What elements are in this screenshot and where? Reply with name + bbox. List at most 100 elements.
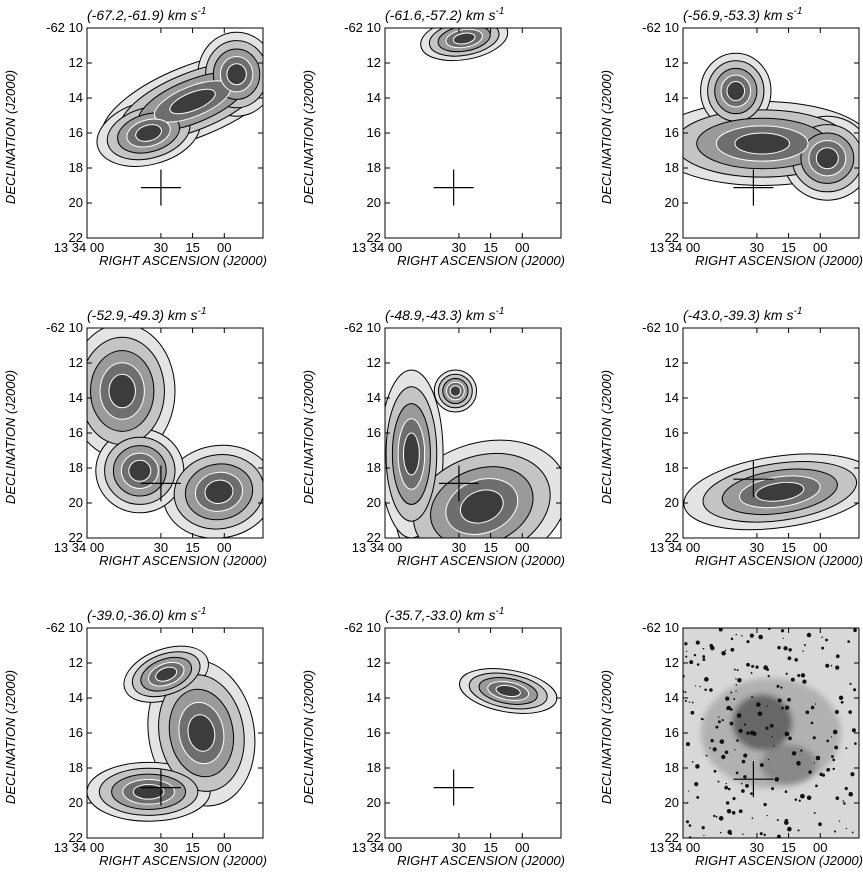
- y-tick-label: 16: [69, 425, 83, 440]
- x-tick-label: 30: [750, 840, 764, 855]
- y-tick-label: -62 10: [46, 620, 83, 635]
- y-axis-label: DECLINATION (J2000): [301, 70, 316, 204]
- x-tick-label: 30: [750, 240, 764, 255]
- y-tick-label: 14: [367, 390, 381, 405]
- y-tick-label: -62 10: [46, 20, 83, 35]
- y-tick-label: 16: [367, 725, 381, 740]
- y-tick-label: 12: [665, 355, 679, 370]
- x-axis-label: RIGHT ASCENSION (J2000): [397, 253, 565, 268]
- y-tick-label: 16: [665, 125, 679, 140]
- y-tick-label: 12: [665, 655, 679, 670]
- y-tick-label: 20: [665, 195, 679, 210]
- y-tick-label: 12: [665, 55, 679, 70]
- x-tick-label: 13 34 00: [650, 540, 701, 555]
- emission-map: [683, 453, 859, 531]
- y-axis-label: DECLINATION (J2000): [301, 670, 316, 804]
- y-tick-label: 12: [367, 55, 381, 70]
- y-tick-label: 22: [69, 830, 83, 845]
- y-tick-label: 12: [367, 655, 381, 670]
- y-axis-label: DECLINATION (J2000): [3, 670, 18, 804]
- x-tick-label: 15: [185, 840, 199, 855]
- y-tick-label: 16: [69, 125, 83, 140]
- unit-exponent: -1: [197, 6, 206, 17]
- y-axis-label: DECLINATION (J2000): [599, 670, 614, 804]
- y-tick-label: 22: [665, 830, 679, 845]
- emission-map: [385, 369, 561, 538]
- y-tick-label: 18: [367, 460, 381, 475]
- y-tick-label: 22: [367, 830, 381, 845]
- x-tick-label: 30: [154, 840, 168, 855]
- y-tick-label: 18: [665, 160, 679, 175]
- contour-level-5: [452, 32, 476, 45]
- x-tick-label: 15: [185, 540, 199, 555]
- x-tick-label: 13 34 00: [352, 840, 403, 855]
- x-axis-label: RIGHT ASCENSION (J2000): [695, 253, 863, 268]
- x-tick-label: 13 34 00: [650, 840, 701, 855]
- x-tick-label: 13 34 00: [54, 540, 105, 555]
- contour-level-5: [108, 373, 234, 504]
- emission-map: [683, 628, 859, 838]
- x-axis-label: RIGHT ASCENSION (J2000): [99, 253, 267, 268]
- y-tick-label: 16: [69, 725, 83, 740]
- panel-title: (-39.0,-36.0) km s-1: [87, 606, 206, 623]
- y-tick-label: 20: [367, 795, 381, 810]
- panel-title: (-35.7,-33.0) km s-1: [385, 606, 504, 623]
- x-tick-label: 15: [483, 540, 497, 555]
- x-tick-label: 00: [217, 840, 231, 855]
- unit-exponent: -1: [495, 306, 504, 317]
- x-tick-label: 13 34 00: [650, 240, 701, 255]
- y-tick-label: 14: [69, 690, 83, 705]
- y-tick-label: -62 10: [642, 620, 679, 635]
- y-tick-label: -62 10: [642, 20, 679, 35]
- contour-level-5: [755, 481, 805, 502]
- x-tick-label: 30: [750, 540, 764, 555]
- x-axis-label: RIGHT ASCENSION (J2000): [397, 553, 565, 568]
- x-tick-label: 13 34 00: [352, 240, 403, 255]
- y-tick-label: -62 10: [344, 20, 381, 35]
- y-tick-label: 22: [665, 230, 679, 245]
- y-tick-label: 22: [367, 230, 381, 245]
- x-tick-label: 13 34 00: [54, 240, 105, 255]
- x-tick-label: 15: [781, 540, 795, 555]
- y-tick-label: 20: [69, 495, 83, 510]
- y-tick-label: 16: [367, 425, 381, 440]
- y-tick-label: 22: [69, 530, 83, 545]
- y-tick-label: -62 10: [344, 320, 381, 335]
- y-tick-label: 22: [367, 530, 381, 545]
- x-tick-label: 00: [217, 540, 231, 555]
- y-tick-label: 16: [665, 425, 679, 440]
- y-tick-label: 14: [69, 90, 83, 105]
- y-tick-label: 18: [665, 760, 679, 775]
- x-tick-label: 00: [515, 840, 529, 855]
- emission-map: [96, 31, 263, 167]
- emission-map: [87, 645, 256, 822]
- y-tick-label: 20: [665, 495, 679, 510]
- x-tick-label: 15: [781, 840, 795, 855]
- x-axis-label: RIGHT ASCENSION (J2000): [397, 853, 565, 868]
- x-tick-label: 00: [813, 540, 827, 555]
- y-tick-label: 14: [367, 90, 381, 105]
- x-tick-label: 30: [452, 840, 466, 855]
- y-tick-label: 14: [665, 390, 679, 405]
- y-tick-label: 14: [69, 390, 83, 405]
- unit-exponent: -1: [197, 606, 206, 617]
- y-tick-label: 20: [665, 795, 679, 810]
- x-axis-label: RIGHT ASCENSION (J2000): [99, 553, 267, 568]
- contour-level-5: [726, 81, 839, 170]
- y-tick-label: 16: [367, 125, 381, 140]
- y-tick-label: 12: [69, 55, 83, 70]
- y-tick-label: -62 10: [642, 320, 679, 335]
- y-tick-label: 18: [69, 160, 83, 175]
- y-tick-label: 22: [665, 530, 679, 545]
- contour-level-5: [495, 684, 521, 698]
- unit-exponent: -1: [793, 306, 802, 317]
- x-tick-label: 30: [452, 240, 466, 255]
- x-axis-label: RIGHT ASCENSION (J2000): [99, 853, 267, 868]
- y-tick-label: 14: [665, 90, 679, 105]
